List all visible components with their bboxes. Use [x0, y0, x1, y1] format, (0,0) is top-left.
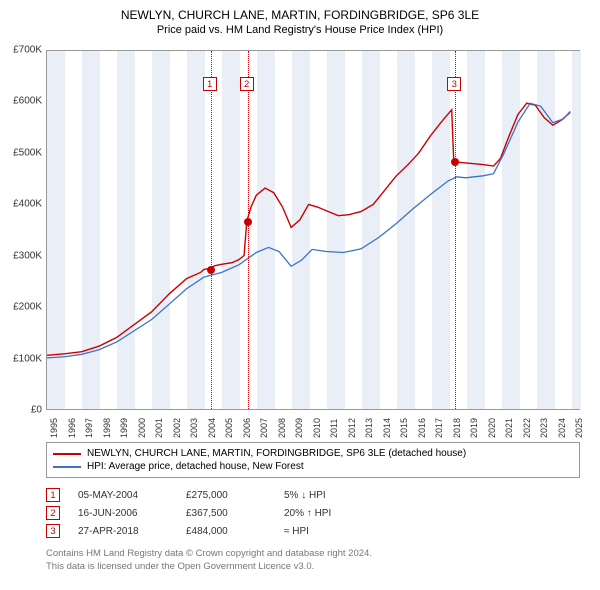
event-row: 1 05-MAY-2004 £275,000 5% ↓ HPI	[46, 486, 580, 504]
legend: NEWLYN, CHURCH LANE, MARTIN, FORDINGBRID…	[46, 442, 580, 478]
x-tick-label: 2023	[539, 418, 549, 438]
chart-subtitle: Price paid vs. HM Land Registry's House …	[0, 24, 600, 36]
x-tick-label: 2010	[312, 418, 322, 438]
event-marker-box: 1	[46, 488, 60, 502]
series-blue	[47, 103, 570, 358]
x-tick-label: 2012	[347, 418, 357, 438]
x-tick-label: 2008	[277, 418, 287, 438]
plot-area	[46, 50, 580, 410]
y-tick-label: £200K	[13, 302, 42, 313]
event-dot	[207, 266, 215, 274]
event-vline	[455, 51, 456, 409]
x-tick-label: 2001	[154, 418, 164, 438]
event-date: 16-JUN-2006	[78, 508, 168, 519]
events-table: 1 05-MAY-2004 £275,000 5% ↓ HPI 2 16-JUN-2006…	[46, 486, 580, 540]
x-tick-label: 2002	[172, 418, 182, 438]
x-tick-label: 2019	[469, 418, 479, 438]
footer-line-1: Contains HM Land Registry data © Crown c…	[46, 548, 580, 561]
footer-line-2: This data is licensed under the Open Gov…	[46, 561, 580, 574]
x-tick-label: 1996	[67, 418, 77, 438]
x-tick-label: 2017	[434, 418, 444, 438]
event-hpi: 5% ↓ HPI	[284, 490, 404, 501]
legend-row: HPI: Average price, detached house, New …	[53, 460, 573, 473]
x-tick-label: 2015	[399, 418, 409, 438]
legend-label: HPI: Average price, detached house, New …	[87, 461, 304, 472]
x-tick-label: 2003	[189, 418, 199, 438]
x-tick-label: 2020	[487, 418, 497, 438]
event-price: £367,500	[186, 508, 266, 519]
legend-swatch	[53, 466, 81, 468]
x-tick-label: 1997	[84, 418, 94, 438]
x-tick-label: 2022	[522, 418, 532, 438]
event-row: 2 16-JUN-2006 £367,500 20% ↑ HPI	[46, 504, 580, 522]
x-tick-label: 2011	[329, 419, 339, 438]
x-tick-label: 2025	[574, 418, 584, 438]
legend-swatch	[53, 453, 81, 455]
x-tick-label: 1998	[102, 418, 112, 438]
x-tick-label: 2018	[452, 418, 462, 438]
event-marker-box: 2	[240, 77, 254, 91]
plot-svg	[47, 51, 579, 409]
event-vline	[248, 51, 249, 409]
chart-title: NEWLYN, CHURCH LANE, MARTIN, FORDINGBRID…	[0, 0, 600, 22]
event-marker-box: 3	[46, 524, 60, 538]
event-marker-box: 3	[447, 77, 461, 91]
y-tick-label: £100K	[13, 353, 42, 364]
y-tick-label: £400K	[13, 199, 42, 210]
event-marker-box: 1	[203, 77, 217, 91]
y-tick-label: £300K	[13, 250, 42, 261]
legend-row: NEWLYN, CHURCH LANE, MARTIN, FORDINGBRID…	[53, 447, 573, 460]
legend-label: NEWLYN, CHURCH LANE, MARTIN, FORDINGBRID…	[87, 448, 466, 459]
y-tick-label: £700K	[13, 45, 42, 56]
y-tick-label: £0	[31, 405, 42, 416]
x-tick-label: 1995	[49, 418, 59, 438]
event-row: 3 27-APR-2018 £484,000 ≈ HPI	[46, 522, 580, 540]
x-tick-label: 2016	[417, 418, 427, 438]
y-tick-label: £600K	[13, 96, 42, 107]
event-price: £484,000	[186, 526, 266, 537]
event-vline	[211, 51, 212, 409]
event-hpi: ≈ HPI	[284, 526, 404, 537]
y-tick-label: £500K	[13, 147, 42, 158]
x-tick-label: 2013	[364, 418, 374, 438]
x-tick-label: 2004	[207, 418, 217, 438]
x-tick-label: 2000	[137, 418, 147, 438]
event-dot	[451, 158, 459, 166]
event-dot	[244, 218, 252, 226]
x-tick-label: 2006	[242, 418, 252, 438]
x-tick-label: 2005	[224, 418, 234, 438]
x-tick-label: 2007	[259, 418, 269, 438]
x-tick-label: 1999	[119, 418, 129, 438]
series-red	[47, 103, 570, 355]
footer: Contains HM Land Registry data © Crown c…	[46, 548, 580, 574]
event-hpi: 20% ↑ HPI	[284, 508, 404, 519]
event-date: 05-MAY-2004	[78, 490, 168, 501]
x-tick-label: 2014	[382, 418, 392, 438]
event-price: £275,000	[186, 490, 266, 501]
x-tick-label: 2021	[504, 418, 514, 438]
x-tick-label: 2009	[294, 418, 304, 438]
figure: NEWLYN, CHURCH LANE, MARTIN, FORDINGBRID…	[0, 0, 600, 590]
x-tick-label: 2024	[557, 418, 567, 438]
event-date: 27-APR-2018	[78, 526, 168, 537]
event-marker-box: 2	[46, 506, 60, 520]
